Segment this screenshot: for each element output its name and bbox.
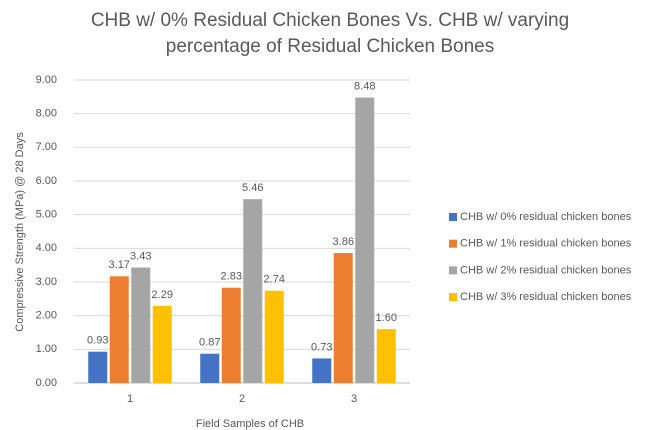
y-tick-label: 3.00 [36, 276, 57, 288]
bar [264, 290, 284, 383]
legend-swatch [449, 239, 457, 248]
data-label: 3.43 [130, 250, 151, 262]
y-axis-label: Compressive Strength (MPa) @ 28 Days [14, 132, 26, 332]
bar [88, 351, 108, 383]
y-tick-label: 8.00 [36, 108, 57, 120]
bar [109, 276, 129, 383]
bar [333, 253, 353, 383]
legend-label: CHB w/ 3% residual chicken bones [460, 291, 632, 303]
x-tick-label: 2 [239, 393, 245, 405]
y-tick-label: 5.00 [36, 209, 57, 221]
data-label: 0.73 [311, 341, 332, 353]
legend-swatch [449, 266, 457, 275]
data-label: 3.17 [109, 259, 130, 271]
y-tick-label: 4.00 [36, 242, 57, 254]
legend-label: CHB w/ 0% residual chicken bones [460, 211, 632, 223]
y-tick-label: 0.00 [36, 377, 57, 389]
y-tick-label: 7.00 [36, 141, 57, 153]
x-tick-label: 3 [351, 393, 357, 405]
y-tick-label: 2.00 [36, 310, 57, 322]
data-label: 2.83 [221, 271, 242, 283]
legend-swatch [449, 293, 457, 302]
x-axis-label: Field Samples of CHB [196, 418, 304, 430]
bar [131, 267, 151, 383]
bar [355, 97, 375, 384]
legend-label: CHB w/ 1% residual chicken bones [460, 238, 632, 250]
data-label: 2.29 [152, 289, 173, 301]
data-label: 1.60 [376, 312, 397, 324]
bar [243, 199, 263, 383]
y-tick-label: 1.00 [36, 343, 57, 355]
bar [152, 305, 172, 383]
bar [312, 358, 332, 383]
bar [376, 329, 396, 383]
y-tick-label: 6.00 [36, 175, 57, 187]
data-label: 2.74 [264, 274, 285, 286]
data-label: 5.46 [242, 182, 263, 194]
x-tick-label: 1 [127, 393, 133, 405]
data-label: 8.48 [354, 80, 375, 92]
data-label: 0.93 [87, 335, 108, 347]
legend-swatch [449, 213, 457, 221]
y-tick-label: 9.00 [36, 74, 57, 86]
chart-title: CHB w/ 0% Residual Chicken Bones Vs. CHB… [90, 10, 570, 57]
bar [221, 287, 241, 383]
data-label: 3.86 [333, 236, 354, 248]
data-label: 0.87 [199, 337, 220, 349]
bar [200, 353, 220, 383]
legend-label: CHB w/ 2% residual chicken bones [460, 264, 632, 276]
